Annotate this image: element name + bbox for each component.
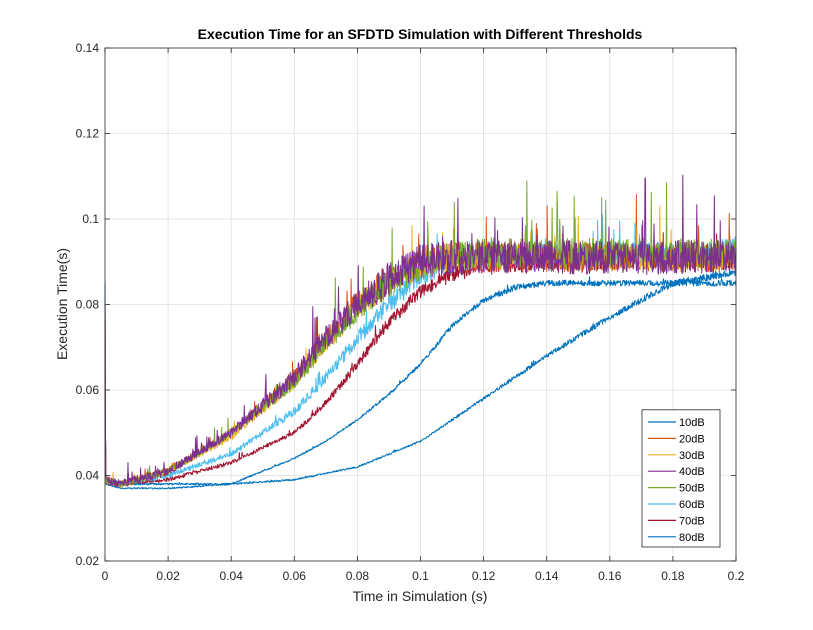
x-tick-label: 0.14 xyxy=(535,569,559,583)
tick-layer: 0 0.02 0.04 0.06 0.08 0.1 0.12 0.14 0.16 0.18 0.20… xyxy=(76,41,745,583)
series-line-10dB xyxy=(104,267,737,486)
series-line-40dB xyxy=(104,174,737,488)
x-tick-label: 0.08 xyxy=(346,569,370,583)
series-line-80dB xyxy=(104,276,737,490)
legend-box xyxy=(641,409,721,548)
legend-label: 40dB xyxy=(679,466,705,478)
x-tick-label: 0.04 xyxy=(220,569,244,583)
series-layer xyxy=(104,174,737,490)
grid-layer xyxy=(105,48,736,561)
legend: 10dB 20dB 30dB 40dB 50dB 60dB 70dB 80dB xyxy=(641,409,721,548)
y-tick-label: 0.04 xyxy=(76,469,100,483)
x-tick-label: 0.18 xyxy=(661,569,685,583)
legend-label: 20dB xyxy=(679,433,705,445)
legend-label: 30dB xyxy=(679,450,705,462)
y-tick-label: 0.12 xyxy=(76,127,100,141)
x-tick-label: 0.06 xyxy=(283,569,307,583)
legend-label: 50dB xyxy=(679,483,705,495)
x-tick-label: 0.12 xyxy=(472,569,496,583)
x-tick-label: 0.1 xyxy=(412,569,429,583)
x-tick-label: 0.02 xyxy=(156,569,180,583)
y-tick-label: 0.08 xyxy=(76,298,100,312)
legend-label: 80dB xyxy=(679,532,705,544)
y-tick-label: 0.1 xyxy=(82,212,99,226)
chart-title: Execution Time for an SFDTD Simulation w… xyxy=(198,26,643,42)
y-axis-label: Execution Time(s) xyxy=(54,248,70,360)
x-tick-label: 0.2 xyxy=(728,569,745,583)
x-axis-label: Time in Simulation (s) xyxy=(353,588,488,604)
x-tick-label: 0 xyxy=(102,569,109,583)
y-tick-label: 0.06 xyxy=(76,383,100,397)
legend-label: 70dB xyxy=(679,515,705,527)
legend-label: 60dB xyxy=(679,499,705,511)
y-tick-label: 0.14 xyxy=(76,41,100,55)
legend-label: 10dB xyxy=(679,417,705,429)
y-tick-label: 0.02 xyxy=(76,554,100,568)
x-tick-label: 0.16 xyxy=(598,569,622,583)
